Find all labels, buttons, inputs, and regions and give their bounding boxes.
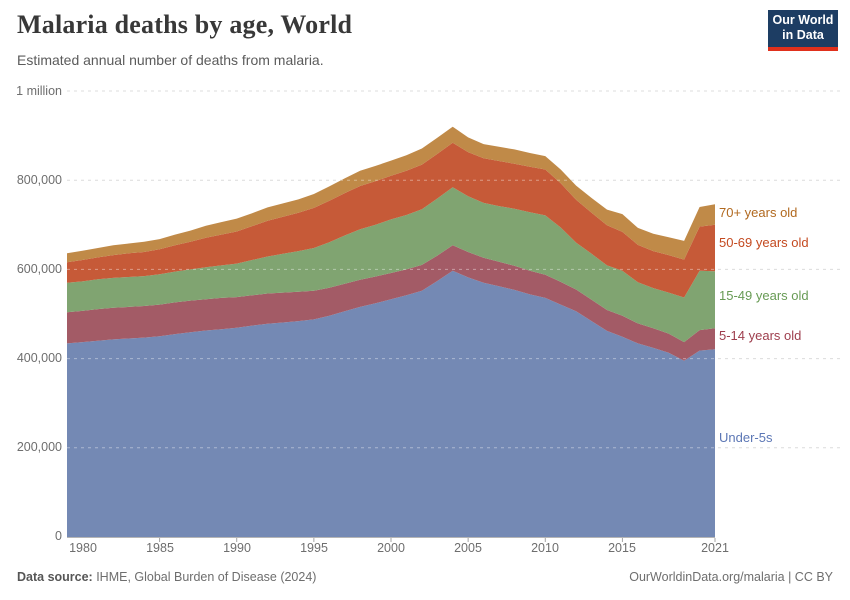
page-title: Malaria deaths by age, World [17, 10, 353, 39]
legend-label-50-69[interactable]: 50-69 years old [719, 235, 809, 250]
legend-label-5-14[interactable]: 5-14 years old [719, 328, 802, 343]
data-source-prefix: Data source: [17, 570, 93, 584]
data-source-value: IHME, Global Burden of Disease (2024) [92, 570, 317, 584]
y-axis-tick-label: 0 [55, 529, 62, 543]
y-axis-tick-label: 600,000 [16, 262, 62, 276]
y-axis-tick-label: 200,000 [16, 440, 62, 454]
area-70-years-old[interactable] [67, 126, 715, 263]
y-axis-tick-label: 400,000 [16, 351, 62, 365]
legend-label-15-49[interactable]: 15-49 years old [719, 288, 809, 303]
x-axis-tick-label: 2010 [531, 541, 559, 555]
x-axis-tick-label: 1995 [300, 541, 328, 555]
x-axis-tick-label: 1980 [69, 541, 97, 555]
x-axis-tick-label: 2005 [454, 541, 482, 555]
legend-label-under-5s[interactable]: Under-5s [719, 430, 773, 445]
x-axis-tick-label: 1990 [223, 541, 251, 555]
y-axis-tick-label: 1 million [16, 84, 62, 98]
data-source-text: Data source: IHME, Global Burden of Dise… [17, 570, 316, 584]
area-5-14-years-old[interactable] [67, 245, 715, 361]
x-axis-tick-label: 2000 [377, 541, 405, 555]
area-50-69-years-old[interactable] [67, 142, 715, 298]
area-under-5s[interactable] [67, 270, 715, 537]
owid-link[interactable]: OurWorldinData.org/malaria | CC BY [629, 570, 833, 584]
area-15-49-years-old[interactable] [67, 187, 715, 343]
owid-logo-line1: Our World [772, 13, 834, 27]
owid-logo-line2: in Data [782, 28, 824, 42]
x-axis-tick-label: 2021 [701, 541, 729, 555]
x-axis-tick-label: 1985 [146, 541, 174, 555]
owid-logo[interactable]: Our World in Data [768, 10, 838, 51]
page-subtitle: Estimated annual number of deaths from m… [17, 52, 324, 68]
legend-label-70plus[interactable]: 70+ years old [719, 205, 798, 220]
x-axis-tick-label: 2015 [608, 541, 636, 555]
y-axis-tick-label: 800,000 [16, 173, 62, 187]
